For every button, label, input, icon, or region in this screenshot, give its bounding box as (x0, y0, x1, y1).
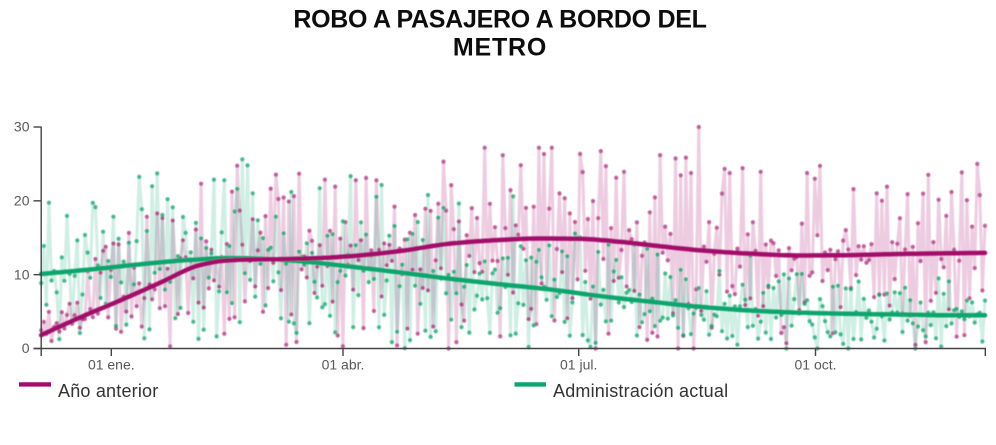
svg-text:Año anterior: Año anterior (58, 381, 158, 401)
svg-text:10: 10 (14, 266, 30, 282)
svg-text:01 jul.: 01 jul. (560, 357, 597, 373)
svg-text:20: 20 (14, 193, 30, 209)
svg-text:30: 30 (14, 119, 30, 135)
svg-text:ROBO A PASAJERO A BORDO DEL: ROBO A PASAJERO A BORDO DEL (293, 6, 706, 34)
svg-text:01 ene.: 01 ene. (88, 357, 135, 373)
svg-text:01 oct.: 01 oct. (794, 357, 836, 373)
svg-text:01 abr.: 01 abr. (322, 357, 365, 373)
svg-text:METRO: METRO (453, 34, 547, 62)
svg-text:0: 0 (22, 340, 30, 356)
svg-text:Administración actual: Administración actual (553, 381, 728, 401)
